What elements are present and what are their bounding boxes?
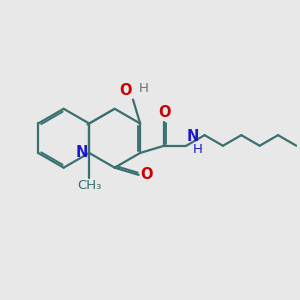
Text: N: N xyxy=(75,146,88,160)
Text: O: O xyxy=(140,167,153,182)
Text: CH₃: CH₃ xyxy=(77,179,101,192)
Text: H: H xyxy=(138,82,148,95)
Text: O: O xyxy=(119,83,131,98)
Text: H: H xyxy=(193,143,202,156)
Text: N: N xyxy=(187,129,200,144)
Text: O: O xyxy=(158,105,170,120)
